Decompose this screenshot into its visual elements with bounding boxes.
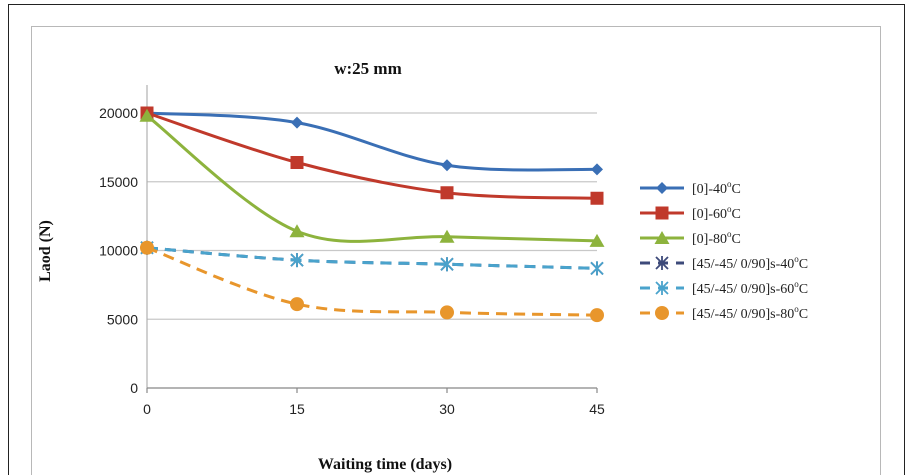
series-line [146,246,598,317]
x-tick-label: 0 [143,401,151,417]
chart-area-border [31,26,881,475]
data-point-marker [441,159,453,172]
series-1 [141,107,603,176]
data-point-marker [590,191,604,205]
legend-label: [45/-45/ 0/90]s-60oC [692,279,808,297]
data-point-marker [291,116,303,129]
data-point-marker [289,224,305,238]
legend-label: [0]-60oC [692,204,741,222]
legend-marker [654,231,670,244]
axes [146,85,598,393]
series-group [139,106,605,323]
series-line [146,111,598,172]
data-point-marker [440,305,454,320]
y-tick-label: 20000 [99,105,138,121]
x-tick-label: 30 [439,401,455,417]
y-tick-label: 10000 [99,243,138,259]
series-4 [140,240,604,276]
series-3 [139,108,605,247]
data-point-marker [590,261,604,276]
legend-marker [655,281,669,295]
series-line [146,246,598,270]
series-2 [140,106,604,205]
y-axis-label: Laod (N) [37,220,54,282]
legend-item-1: [0]-40oC [640,179,741,197]
legend-marker [655,256,669,270]
series-line [146,114,598,243]
legend-marker [656,182,668,194]
legend-label: [0]-80oC [692,229,741,247]
legend-item-4: [45/-45/ 0/90]s-40oC [640,254,808,272]
series-line [146,111,598,200]
y-tick-label: 5000 [107,311,138,327]
series-5 [140,240,604,276]
data-point-marker [290,156,304,169]
data-point-marker [440,186,454,200]
legend-marker [655,306,669,320]
y-tick-label: 0 [130,380,138,396]
chart-title: w:25 mm [334,59,402,78]
data-point-marker [439,229,455,243]
x-tick-label: 45 [589,401,605,417]
data-point-marker [140,240,154,255]
legend-item-2: [0]-60oC [640,204,741,222]
x-axis-label: Waiting time (days) [318,456,452,473]
data-point-marker [440,257,454,272]
tick-labels: 0 5000 10000 15000 20000 0 15 30 45 [99,105,605,417]
legend-item-5: [45/-45/ 0/90]s-60oC [640,279,808,297]
data-point-marker [290,297,304,312]
series-6 [140,240,604,323]
legend-item-3: [0]-80oC [640,229,741,247]
data-point-marker [290,253,304,268]
legend-label: [0]-40oC [692,179,741,197]
data-point-marker [139,108,155,122]
x-tick-label: 15 [289,401,305,417]
legend-label: [45/-45/ 0/90]s-80oC [692,304,808,322]
figure-frame [8,4,905,475]
y-tick-label: 15000 [99,174,138,190]
legend-item-6: [45/-45/ 0/90]s-80oC [640,304,808,322]
data-point-marker [589,233,605,247]
data-point-marker [591,163,603,176]
legend: [0]-40oC [0]-60oC [0]-80oC [45/-45/ 0/90]s-… [640,179,808,322]
data-point-marker [590,308,604,323]
legend-marker [655,206,669,220]
legend-label: [45/-45/ 0/90]s-40oC [692,254,808,272]
